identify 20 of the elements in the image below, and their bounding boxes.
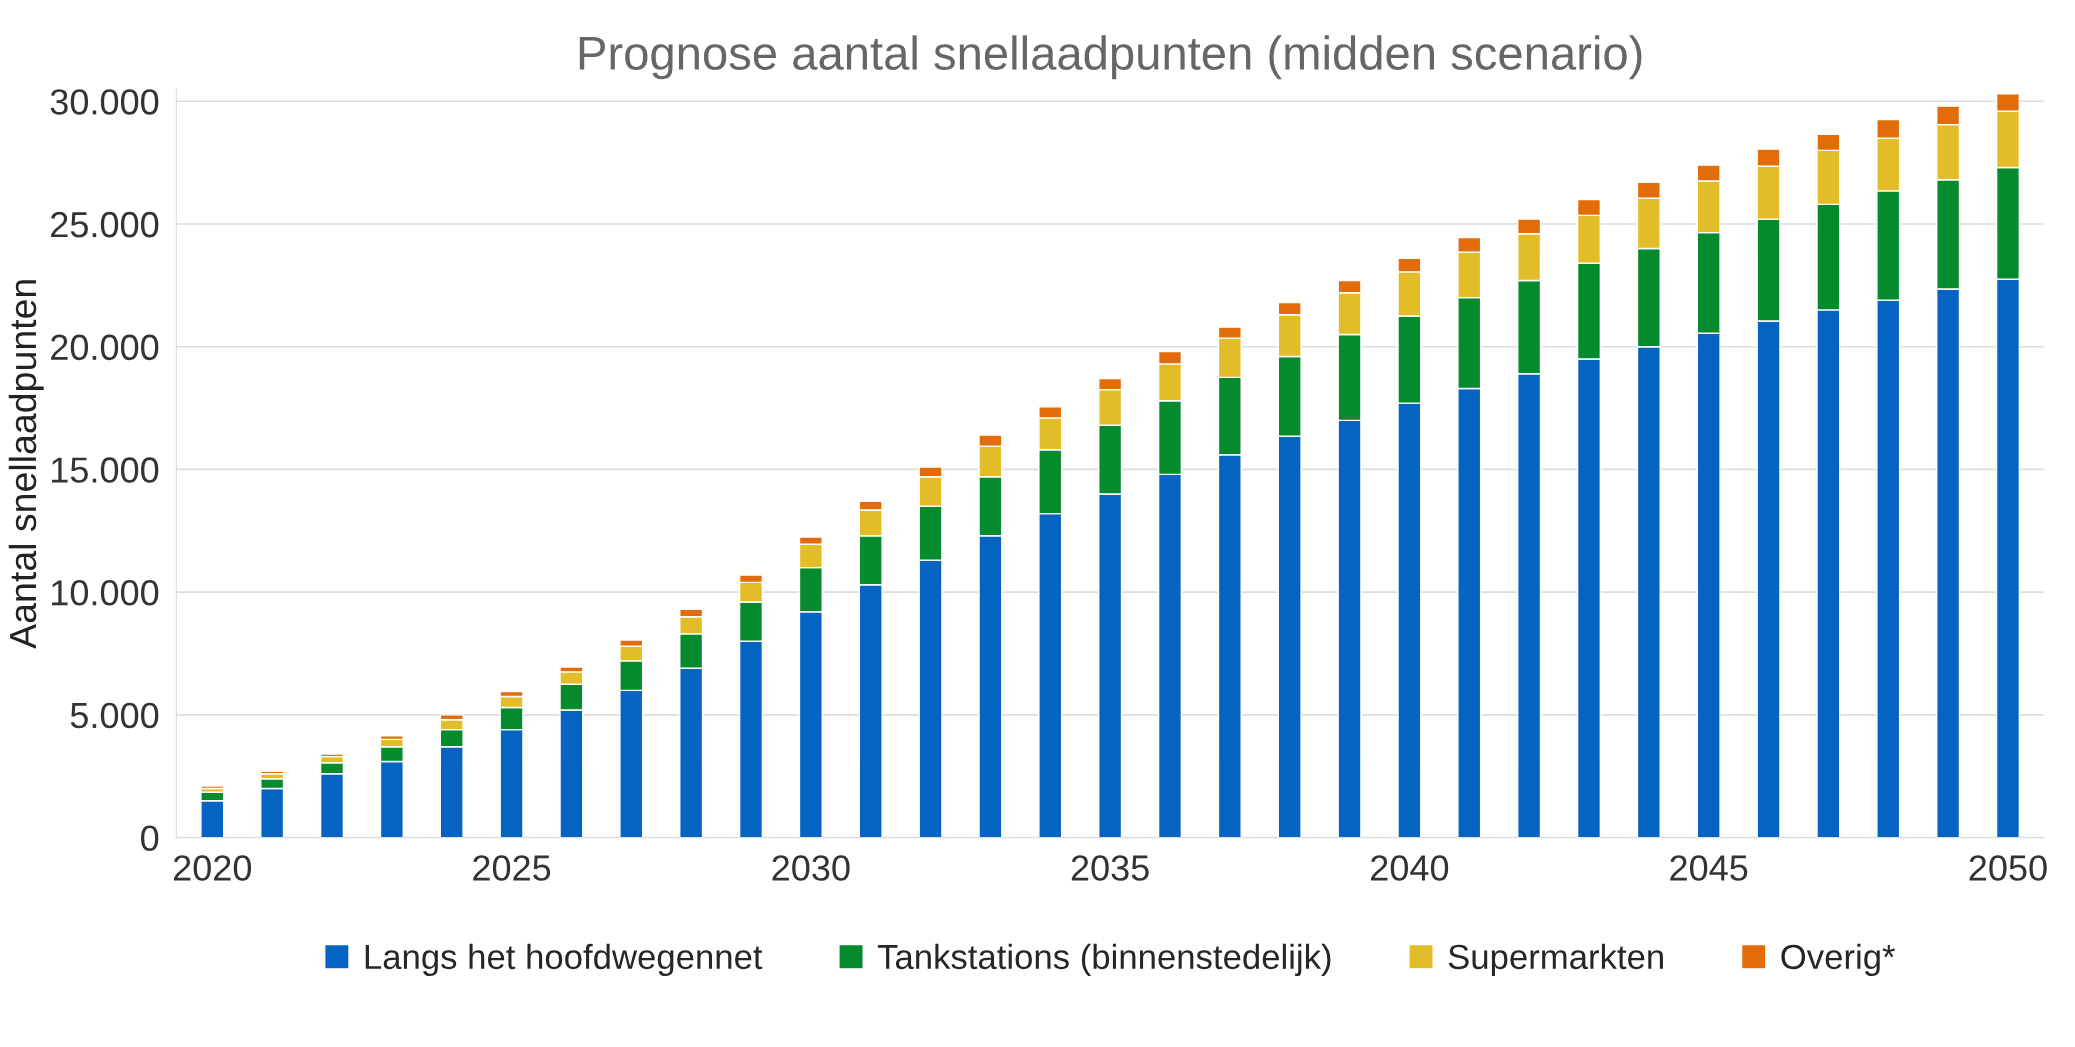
y-tick-label: 30.000 (50, 89, 159, 115)
legend-label: Tankstations (binnenstedelijk) (877, 943, 1331, 977)
x-tick-label: 2020 (173, 855, 252, 881)
x-tick-label: 2040 (1371, 855, 1449, 881)
y-tick-label: 10.000 (52, 580, 159, 606)
x-tick-label: 2045 (1670, 855, 1748, 881)
y-tick-label: 25.000 (51, 211, 159, 238)
x-tick-label: 2025 (473, 855, 551, 881)
legend-label: Overig* (1781, 943, 1896, 977)
y-tick-label: 20.000 (51, 334, 159, 361)
chart-title: Prognose aantal snellaadpunten (midden scenario) (579, 35, 1642, 80)
legend-label: Langs het hoofdwegennet (365, 943, 763, 977)
x-tick-label: 2030 (772, 855, 850, 881)
x-tick-label: 2035 (1071, 855, 1149, 881)
legend-label: Supermarkten (1448, 943, 1663, 977)
y-axis-title: Aantal snellaadpunten (8, 280, 44, 649)
y-tick-label: 5.000 (70, 702, 159, 729)
y-tick-label: 0 (141, 825, 159, 852)
y-tick-label: 15.000 (52, 457, 159, 483)
x-tick-label: 2050 (1969, 855, 2047, 881)
